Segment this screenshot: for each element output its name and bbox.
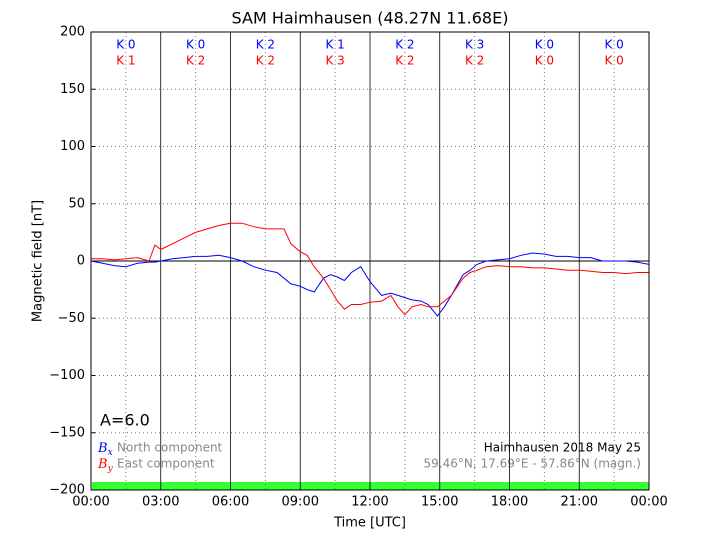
legend-symbol-base: B bbox=[97, 457, 108, 472]
quality-bar bbox=[92, 482, 649, 490]
station-label: Haimhausen 2018 May 25 bbox=[484, 441, 641, 455]
k-index: K 2 bbox=[256, 54, 275, 68]
k-index: K 2 bbox=[395, 54, 414, 68]
y-tick-label: 0 bbox=[77, 254, 85, 269]
k-index: K 1 bbox=[325, 38, 344, 52]
plot-frame bbox=[90, 31, 650, 491]
y-tick-label: 200 bbox=[60, 25, 85, 40]
k-index: K 0 bbox=[116, 38, 135, 52]
y-tick-label: 50 bbox=[68, 196, 85, 211]
k-index: K 0 bbox=[604, 38, 623, 52]
k-index: K 0 bbox=[604, 54, 623, 68]
x-tick-label: 21:00 bbox=[561, 495, 598, 510]
y-axis-label: Magnetic field [nT] bbox=[31, 200, 46, 322]
k-index: K 2 bbox=[256, 38, 275, 52]
series-line bbox=[90, 252, 650, 317]
k-index: K 0 bbox=[535, 54, 554, 68]
x-tick-label: 09:00 bbox=[282, 495, 319, 510]
x-tick-label: 12:00 bbox=[351, 495, 388, 510]
x-tick-label: 03:00 bbox=[142, 495, 179, 510]
legend-symbol-base: B bbox=[97, 441, 108, 456]
x-tick-label: 06:00 bbox=[212, 495, 249, 510]
k-index: K 3 bbox=[325, 54, 344, 68]
y-tick-label: −200 bbox=[49, 483, 85, 498]
k-index: K 2 bbox=[395, 38, 414, 52]
legend-symbol-sub: y bbox=[107, 464, 114, 474]
k-index: K 0 bbox=[186, 38, 205, 52]
k-index: K 3 bbox=[465, 38, 484, 52]
y-tick-label: 100 bbox=[60, 139, 85, 154]
y-tick-label: 150 bbox=[60, 82, 85, 97]
legend-symbol: By bbox=[97, 457, 114, 474]
legend-symbol: Bx bbox=[97, 441, 113, 458]
y-tick-label: −150 bbox=[49, 425, 85, 440]
legend-symbol-sub: x bbox=[108, 448, 113, 458]
legend-label: East component bbox=[117, 457, 215, 471]
legend-label: North component bbox=[117, 441, 223, 455]
y-tick-label: −100 bbox=[49, 368, 85, 383]
coords-label: 59.46°N, 17.69°E - 57.86°N (magn.) bbox=[424, 457, 641, 471]
k-index: K 1 bbox=[116, 54, 135, 68]
chart-title: SAM Haimhausen (48.27N 11.68E) bbox=[232, 9, 509, 28]
x-tick-label: 00:00 bbox=[72, 495, 109, 510]
x-tick-label: 15:00 bbox=[421, 495, 458, 510]
k-index: K 2 bbox=[465, 54, 484, 68]
x-tick-label: 18:00 bbox=[491, 495, 528, 510]
k-index: K 2 bbox=[186, 54, 205, 68]
x-tick-label: 00:00 bbox=[630, 495, 667, 510]
series-line bbox=[91, 222, 649, 316]
y-tick-label: −50 bbox=[58, 311, 85, 326]
x-axis-label: Time [UTC] bbox=[333, 516, 406, 531]
k-index: K 0 bbox=[535, 38, 554, 52]
activity-index: A=6.0 bbox=[100, 411, 150, 430]
